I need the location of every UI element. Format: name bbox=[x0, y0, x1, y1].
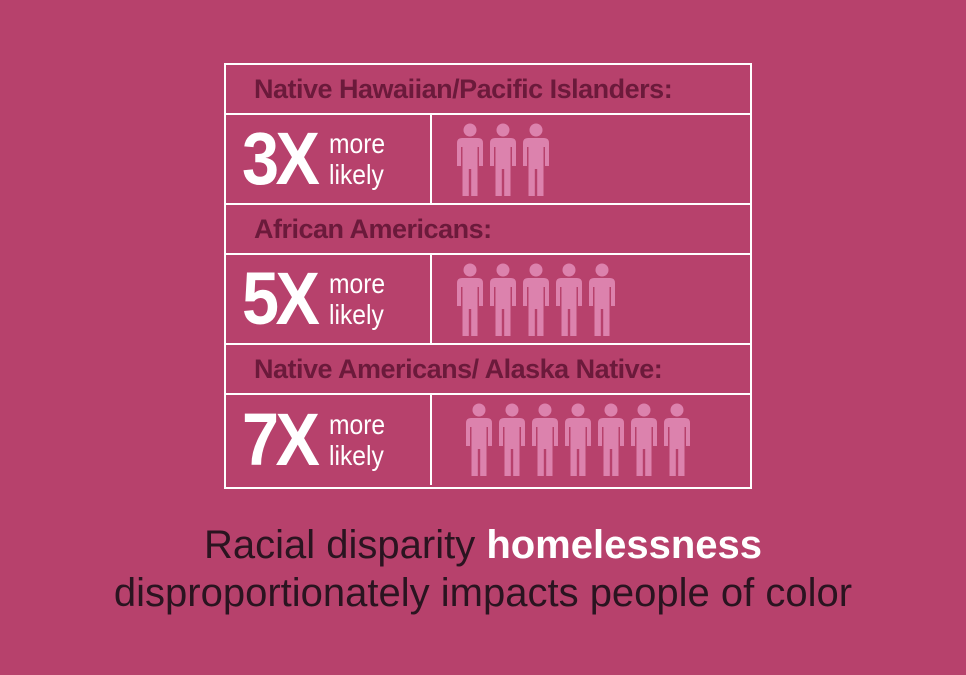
more-likely-label: more likely bbox=[329, 268, 385, 330]
caption-line-1: Racial disparity homelessness bbox=[0, 522, 966, 568]
stat-cell: 5X more likely bbox=[226, 255, 432, 343]
more-likely-label: more likely bbox=[329, 128, 385, 190]
person-icons-african-americans bbox=[432, 255, 750, 343]
person-icon bbox=[490, 263, 516, 336]
person-icon bbox=[466, 403, 492, 476]
more-likely-label: more likely bbox=[329, 409, 385, 471]
person-icon bbox=[457, 123, 483, 196]
likely-text: likely bbox=[328, 159, 384, 190]
person-icon bbox=[664, 403, 690, 476]
multiplier-label: 5X bbox=[242, 257, 320, 340]
group-row-native-americans: 7X more likely bbox=[226, 395, 750, 485]
pictogram-svg bbox=[457, 263, 615, 336]
group-header-native-americans: Native Americans/ Alaska Native: bbox=[226, 345, 750, 395]
person-icon bbox=[565, 403, 591, 476]
pictogram-svg bbox=[466, 403, 690, 476]
person-icon bbox=[490, 123, 516, 196]
person-icon bbox=[457, 263, 483, 336]
more-text: more bbox=[328, 268, 385, 299]
group-header-pacific-islanders: Native Hawaiian/Pacific Islanders: bbox=[226, 65, 750, 115]
person-icons-native-americans bbox=[432, 395, 750, 485]
group-row-african-americans: 5X more likely bbox=[226, 255, 750, 345]
person-icon bbox=[523, 263, 549, 336]
multiplier-label: 7X bbox=[242, 398, 320, 481]
group-row-pacific-islanders: 3X more likely bbox=[226, 115, 750, 205]
more-text: more bbox=[328, 128, 385, 159]
infographic-table: Native Hawaiian/Pacific Islanders: 3X mo… bbox=[224, 63, 752, 489]
person-icon bbox=[589, 263, 615, 336]
pictogram-svg bbox=[457, 123, 549, 196]
caption-line-2: disproportionately impacts people of col… bbox=[113, 571, 853, 615]
person-icon bbox=[598, 403, 624, 476]
stat-cell: 7X more likely bbox=[226, 395, 432, 485]
multiplier-label: 3X bbox=[242, 117, 320, 200]
person-icon bbox=[523, 123, 549, 196]
caption-emphasis: homelessness bbox=[486, 523, 763, 567]
person-icons-pacific-islanders bbox=[432, 115, 750, 203]
likely-text: likely bbox=[328, 299, 384, 330]
caption-prefix: Racial disparity bbox=[203, 523, 487, 567]
stat-cell: 3X more likely bbox=[226, 115, 432, 203]
person-icon bbox=[499, 403, 525, 476]
person-icon bbox=[631, 403, 657, 476]
group-header-african-americans: African Americans: bbox=[226, 205, 750, 255]
more-text: more bbox=[328, 409, 385, 440]
likely-text: likely bbox=[328, 440, 384, 471]
person-icon bbox=[532, 403, 558, 476]
person-icon bbox=[556, 263, 582, 336]
